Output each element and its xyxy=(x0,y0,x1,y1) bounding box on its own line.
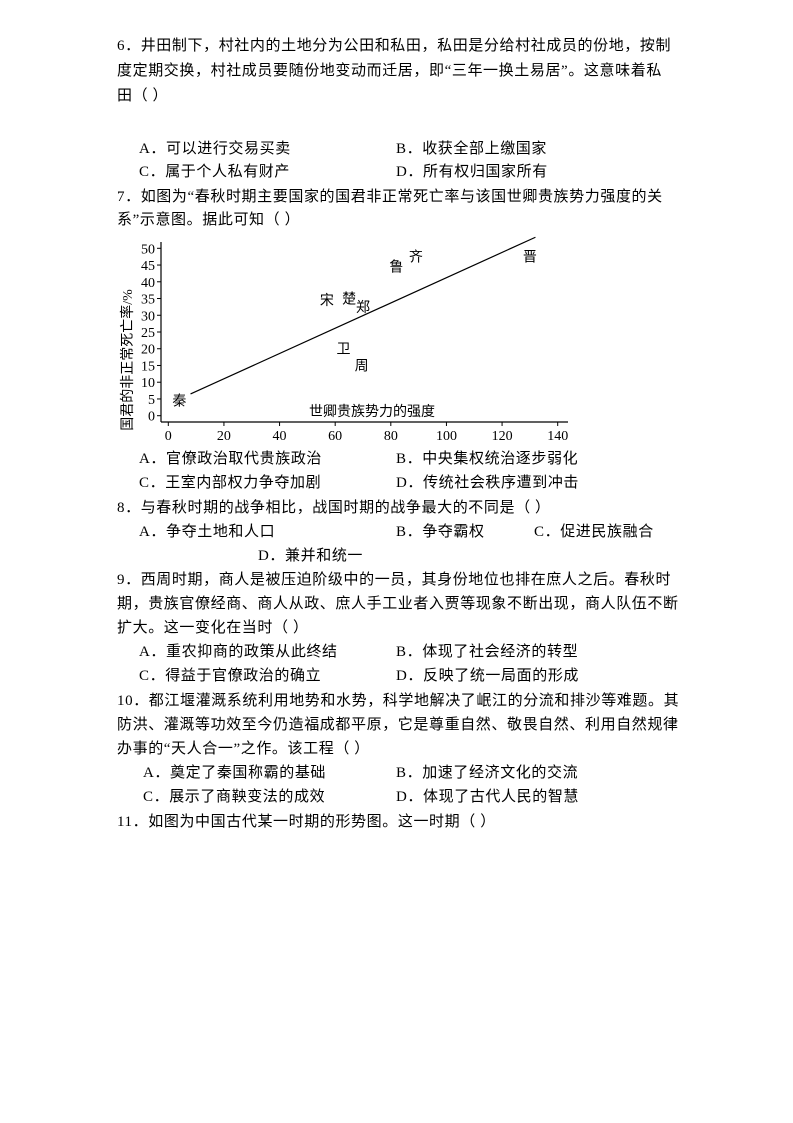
scatter-chart: 0 20 40 60 80 100 120 14005101520253035404550秦宋… xyxy=(119,236,568,444)
q8-option-b: B．争夺霸权 xyxy=(396,524,485,540)
q10-option-b: B．加速了经济文化的交流 xyxy=(396,765,579,781)
y-tick-label: 40 xyxy=(141,276,155,291)
q9-stem-line-3: 扩大。这一变化在当时（ ） xyxy=(117,620,309,636)
q9-option-d: D．反映了统一局面的形成 xyxy=(396,668,580,684)
point-label-郑: 郑 xyxy=(356,300,370,316)
point-label-卫: 卫 xyxy=(337,343,351,358)
q6-stem-line-3: 田（ ） xyxy=(117,88,169,104)
q10-option-c: C．展示了商鞅变法的成效 xyxy=(143,789,326,805)
point-label-秦: 秦 xyxy=(172,394,186,410)
q9-option-a: A．重农抑商的政策从此终结 xyxy=(139,644,338,660)
q6-option-d: D．所有权归国家所有 xyxy=(396,164,548,180)
trend-line xyxy=(190,236,536,395)
q8-stem: 8．与春秋时期的战争相比，战国时期的战争最大的不同是（ ） xyxy=(117,500,551,516)
q10-stem-line-2: 防洪、灌溉等功效至今仍造福成都平原，它是尊重自然、敬畏自然、利用自然规律 xyxy=(117,717,679,733)
x-tick-label: 20 xyxy=(217,429,231,444)
q6-option-b: B．收获全部上缴国家 xyxy=(396,141,548,157)
q10-stem-line-3: 办事的“天人合一”之作。该工程（ ） xyxy=(117,741,370,757)
q7-stem-line-1: 7．如图为“春秋时期主要国家的国君非正常死亡率与该国世卿贵族势力强度的关 xyxy=(117,189,663,205)
y-tick-label: 5 xyxy=(148,393,155,408)
q11-stem: 11．如图为中国古代某一时期的形势图。这一时期（ ） xyxy=(117,814,496,830)
q8-option-c: C．促进民族融合 xyxy=(534,524,654,540)
q6-option-a: A．可以进行交易买卖 xyxy=(139,141,291,157)
x-tick-label: 120 xyxy=(492,429,513,444)
y-tick-label: 20 xyxy=(141,343,155,358)
q10-stem-line-1: 10．都江堰灌溉系统利用地势和水势，科学地解决了岷江的分流和排沙等难题。其 xyxy=(117,693,680,709)
q10-option-d: D．体现了古代人民的智慧 xyxy=(396,789,580,805)
x-tick-label: 0 xyxy=(165,429,172,444)
point-label-宋: 宋 xyxy=(320,293,334,309)
q9-stem-line-2: 期，贵族官僚经商、商人从政、庶人手工业者入贾等现象不断出现，商人队伍不断 xyxy=(117,596,679,612)
point-label-鲁: 鲁 xyxy=(389,260,403,276)
point-label-晋: 晋 xyxy=(523,251,537,266)
x-tick-label: 100 xyxy=(436,429,457,444)
q10-option-a: A．奠定了秦国称霸的基础 xyxy=(143,765,327,781)
q7-option-a: A．官僚政治取代贵族政治 xyxy=(139,451,323,467)
x-tick-label: 40 xyxy=(273,429,287,444)
x-tick-label: 60 xyxy=(328,429,342,444)
q9-stem-line-1: 9．西周时期，商人是被压迫阶级中的一员，其身份地位也排在庶人之后。春秋时 xyxy=(117,572,672,588)
x-axis-label: 世卿贵族势力的强度 xyxy=(309,404,435,420)
q6-stem-line-1: 6．井田制下，村社内的土地分为公田和私田，私田是分给村社成员的份地，按制 xyxy=(117,38,672,54)
q7-option-b: B．中央集权统治逐步弱化 xyxy=(396,451,579,467)
y-tick-label: 50 xyxy=(141,242,155,257)
y-tick-label: 30 xyxy=(141,309,155,324)
q8-option-d: D．兼并和统一 xyxy=(258,548,364,564)
y-tick-label: 15 xyxy=(141,359,155,374)
q7-stem-line-2: 系”示意图。据此可知（ ） xyxy=(117,212,301,228)
q6-stem-line-2: 度定期交换，村社成员要随份地变动而迁居，即“三年一换土易居”。这意味着私 xyxy=(117,63,662,79)
q7-option-d: D．传统社会秩序遭到冲击 xyxy=(396,475,580,491)
x-tick-label: 140 xyxy=(547,429,568,444)
q9-option-b: B．体现了社会经济的转型 xyxy=(396,644,579,660)
y-tick-label: 35 xyxy=(141,293,155,308)
q9-option-c: C．得益于官僚政治的确立 xyxy=(139,668,322,684)
point-label-齐: 齐 xyxy=(409,250,423,266)
y-tick-label: 0 xyxy=(148,410,155,425)
y-tick-label: 25 xyxy=(141,326,155,341)
y-axis-label: 国君的非正常死亡率/% xyxy=(119,289,136,431)
point-label-周: 周 xyxy=(355,359,369,374)
y-tick-label: 10 xyxy=(141,376,155,391)
y-tick-label: 45 xyxy=(141,259,155,274)
x-tick-label: 80 xyxy=(384,429,398,444)
q7-option-c: C．王室内部权力争夺加剧 xyxy=(139,475,322,491)
q8-option-a: A．争夺土地和人口 xyxy=(139,524,276,540)
q6-option-c: C．属于个人私有财产 xyxy=(139,164,291,180)
point-label-楚: 楚 xyxy=(342,292,356,308)
